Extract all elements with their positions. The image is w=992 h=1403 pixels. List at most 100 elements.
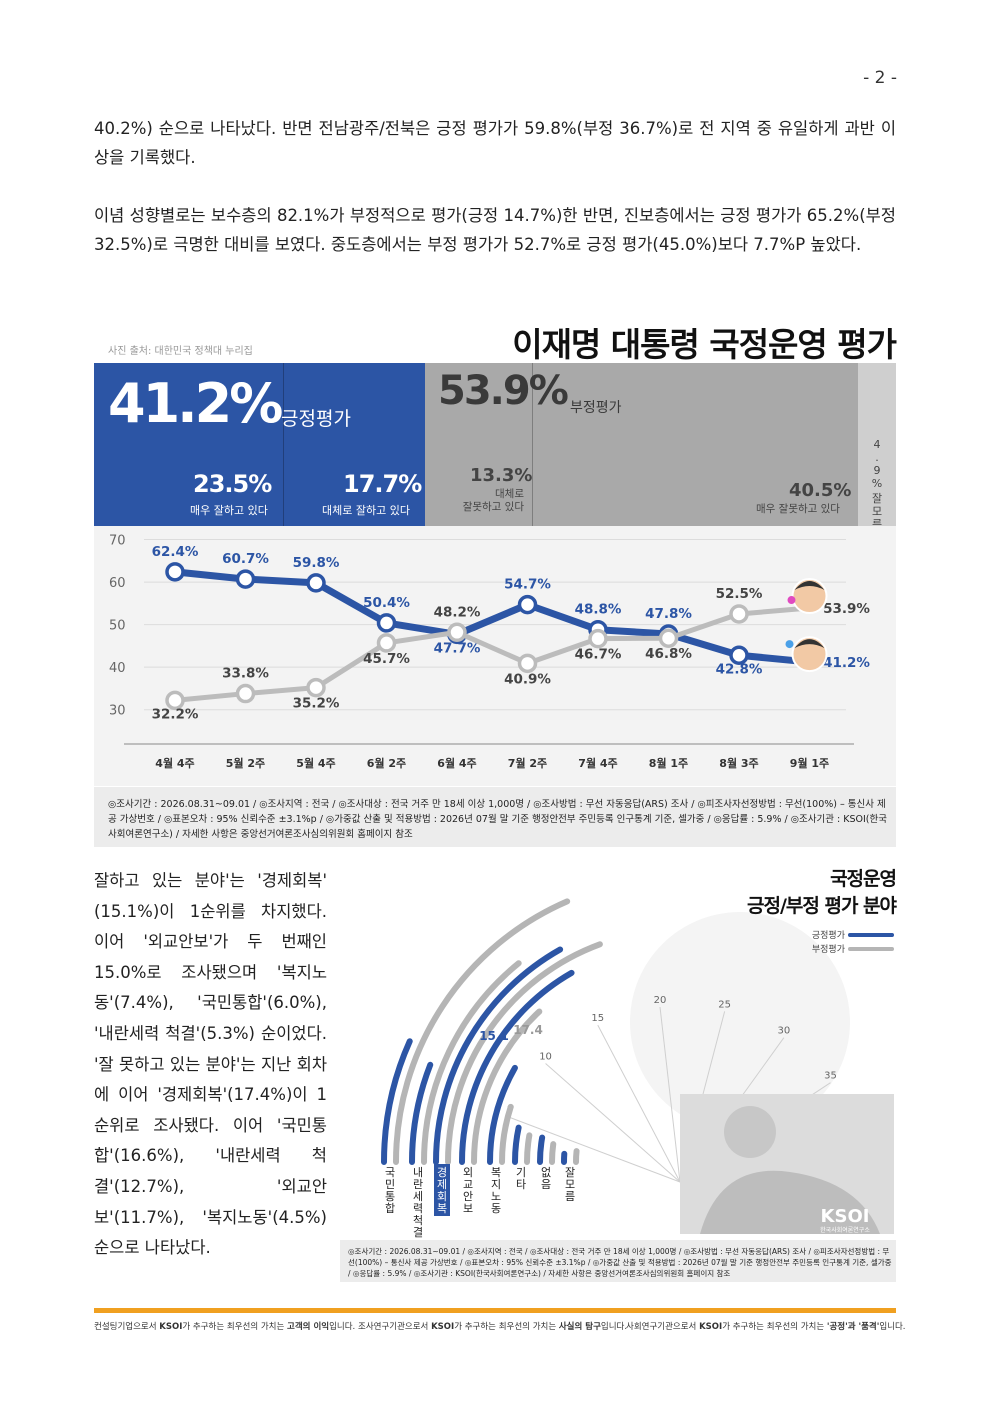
negative-arc-bar <box>524 1132 533 1165</box>
x-tick-label: 8월 1주 <box>649 756 688 770</box>
positive-total: 41.2% <box>108 372 283 435</box>
field-chart-title: 국정운영 긍정/부정 평가 분야 <box>746 866 897 920</box>
x-tick-label: 6월 2주 <box>367 756 406 770</box>
category-char: 노 <box>491 1190 501 1203</box>
footer-text: 입니다. <box>329 1322 356 1332</box>
footer-text: 가 추구하는 최우선의 가치는 <box>182 1322 288 1332</box>
category-char: 없 <box>541 1166 551 1179</box>
category-char: 보 <box>463 1202 473 1215</box>
category-char: 안 <box>463 1190 473 1203</box>
positive-point <box>165 562 185 582</box>
person-head-shape <box>724 1106 776 1158</box>
scale-line <box>509 1116 681 1183</box>
category-label: 외교안보 <box>463 1166 473 1215</box>
x-tick-label: 7월 4주 <box>578 756 617 770</box>
photo-credit: 사진 출처: 대한민국 정책대 누리집 <box>108 346 253 357</box>
footer-text: 사회연구기관으로서 <box>626 1322 700 1332</box>
category-char: 교 <box>463 1178 473 1191</box>
x-tick-label: 4월 4주 <box>155 756 194 770</box>
positive-arc-bar <box>487 1064 518 1165</box>
footer-slogan-3: 사회연구기관으로서 KSOI가 추구하는 최우선의 가치는 '공정'과 '품격'… <box>626 1320 906 1332</box>
x-tick-label: 5월 2주 <box>226 756 265 770</box>
positive-data-label: 59.8% <box>293 555 340 571</box>
y-tick-label: 60 <box>109 576 126 591</box>
footer-brand: KSOI <box>159 1322 183 1332</box>
category-char: 름 <box>565 1190 575 1203</box>
method-box-2 <box>340 1240 896 1282</box>
footer-text: 입니다. <box>879 1322 906 1332</box>
positive-data-label: 47.7% <box>434 640 481 656</box>
y-tick-label: 50 <box>109 619 126 634</box>
category-char: 제 <box>437 1178 447 1191</box>
fairly-good-value: 17.7% <box>343 470 422 498</box>
negative-point <box>376 633 397 653</box>
heart-icon <box>787 596 796 605</box>
category-char: 지 <box>491 1178 501 1191</box>
hair-icon <box>794 581 825 591</box>
field-chart-title-line2: 긍정/부정 평가 분야 <box>746 895 897 917</box>
y-tick-label: 40 <box>109 661 126 676</box>
paragraph-text: 40.2%) 순으로 나타났다. 반면 전남광주/전북은 긍정 평가가 59.8… <box>94 119 896 167</box>
negative-data-label: 45.7% <box>363 651 410 667</box>
positive-point <box>306 573 326 593</box>
footer-emphasis: '공정'과 '품격' <box>826 1322 880 1332</box>
category-char: 내 <box>413 1166 423 1179</box>
category-label: 기타 <box>516 1166 526 1191</box>
ksoi-logo: KSOI <box>821 1206 870 1227</box>
positive-point <box>235 569 256 589</box>
field-analysis-paragraph: 잘하고 있는 분야'는 '경제회복' (15.1%)이 1순위를 차지했다. 이… <box>94 871 327 1258</box>
positive-data-label: 41.2% <box>823 655 870 671</box>
method-note: ◎조사기간 : 2026.08.31~09.01 / ◎조사지역 : 전국 / … <box>108 799 887 840</box>
negative-point <box>729 604 749 624</box>
paragraph-1: 40.2%) 순으로 나타났다. 반면 전남광주/전북은 긍정 평가가 59.8… <box>94 114 896 172</box>
negative-series-line <box>174 605 810 703</box>
very-bad-label: 매우 잘못하고 있다 <box>756 503 840 515</box>
negative-point <box>588 628 608 649</box>
positive-data-label: 50.4% <box>363 595 410 611</box>
footer-text: 컨설팅기업으로서 <box>94 1322 160 1332</box>
footer-emphasis: 고객의 이익 <box>287 1322 330 1332</box>
footer-text: 조사연구기관으로서 <box>358 1322 432 1332</box>
positive-arc-bar <box>537 1134 546 1165</box>
footer-emphasis: 사실의 탐구 <box>558 1322 601 1332</box>
positive-data-label: 54.7% <box>504 577 551 593</box>
page-number: - 2 - <box>863 68 897 88</box>
x-tick-label: 7월 2주 <box>508 756 547 770</box>
x-tick-label: 8월 3주 <box>719 756 758 770</box>
highlight-box <box>434 1164 450 1216</box>
footer-text: 입니다. <box>600 1322 628 1332</box>
negative-data-label: 32.2% <box>152 706 199 722</box>
category-char: 민 <box>385 1178 395 1191</box>
x-tick-label: 6월 4주 <box>437 756 476 770</box>
dontknow-band <box>858 363 896 526</box>
negative-point <box>235 683 256 704</box>
paragraph-2: 이념 성향별로는 보수층의 82.1%가 부정적으로 평가(긍정 14.7%)한… <box>94 201 896 259</box>
negative-arc-bar <box>471 1008 543 1165</box>
fairly-bad-label: 대체로 잘못하고 있다 <box>452 488 524 514</box>
negative-data-label: 33.8% <box>222 666 269 682</box>
footer-brand: KSOI <box>431 1322 455 1332</box>
category-label: 경제회복 <box>437 1166 447 1215</box>
field-chart-box: 5 10 15 20 25 30 35 긍정평가 부정평가 국 민 통 합 내 란 세 력 척 결 경 제 회 복 외 교 안 보 복… <box>340 862 896 1282</box>
method-note-2: ◎조사기간 : 2026.08.31~09.01 / ◎조사지역 : 전국 / … <box>348 1247 892 1278</box>
x-tick-label: 9월 1주 <box>790 756 829 770</box>
positive-data-label: 42.8% <box>716 661 763 677</box>
scale-line <box>659 1007 681 1183</box>
fairly-good-label: 대체로 잘하고 있다 <box>322 504 410 517</box>
positive-data-label: 48.8% <box>575 602 622 618</box>
category-char: 모 <box>565 1178 575 1191</box>
legend-label: 부정평가 <box>812 944 845 955</box>
negative-data-label: 35.2% <box>293 696 340 712</box>
footer-slogan-1: 컨설팅기업으로서 KSOI가 추구하는 최우선의 가치는 고객의 이익입니다. <box>94 1320 355 1332</box>
category-char: 결 <box>413 1226 423 1239</box>
footer-text: 가 추구하는 최우선의 가치는 <box>454 1322 559 1332</box>
category-char: 기 <box>516 1166 526 1179</box>
trend-line-chart: 70 60 50 40 30 4월 4주 5월 2주 5월 4주 6월 2주 6월 4주 7월 2주… <box>109 534 870 770</box>
footer-slogan-2: 조사연구기관으로서 KSOI가 추구하는 최우선의 가치는 사실의 탐구입니다. <box>358 1320 627 1332</box>
ksoi-subtitle: 한국사회여론연구소 <box>820 1226 870 1234</box>
category-char: 외 <box>463 1166 473 1179</box>
negative-point <box>658 628 679 648</box>
positive-value-label: 15.1 <box>479 1029 509 1043</box>
fairly-bad-label-line2: 잘못하고 있다 <box>462 501 524 513</box>
